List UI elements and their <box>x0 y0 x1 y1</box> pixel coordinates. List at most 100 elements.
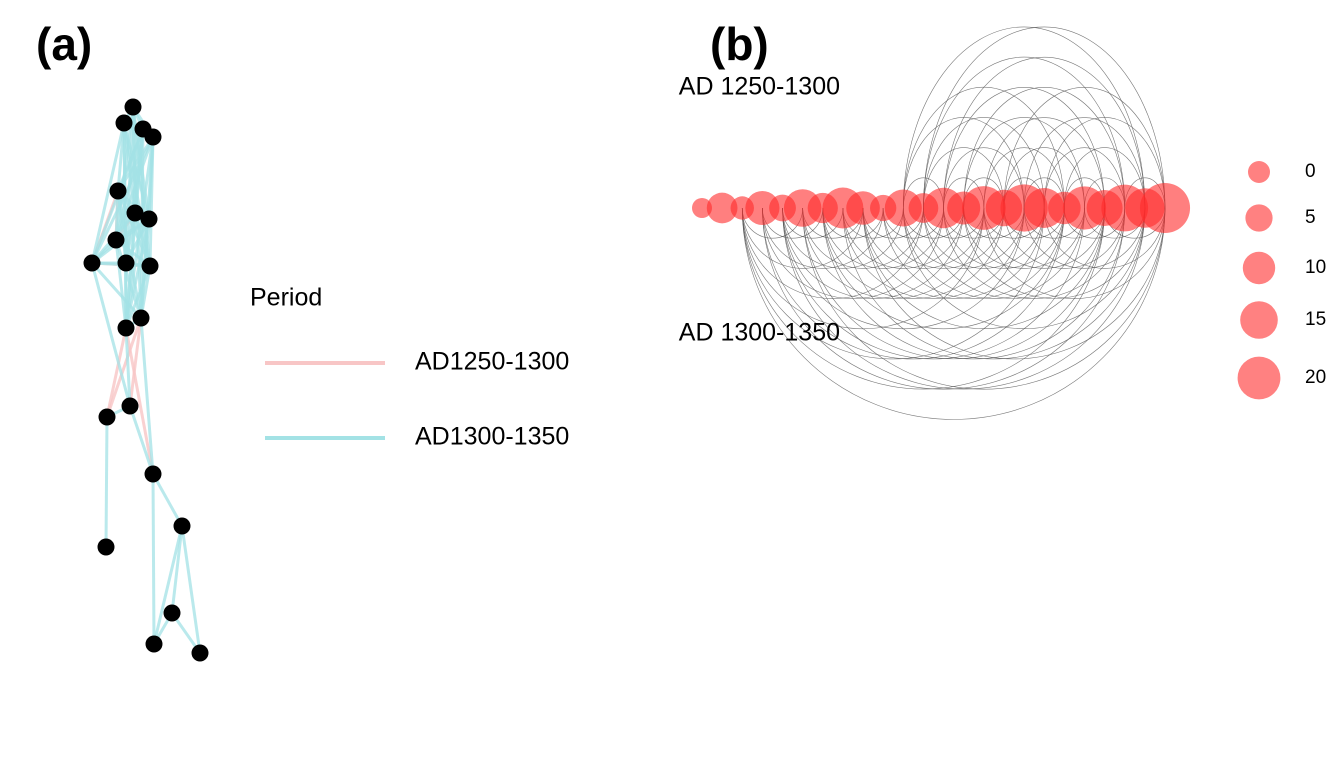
size-label: 20 <box>1305 367 1326 388</box>
arc <box>862 207 1045 299</box>
arc <box>903 207 1146 330</box>
legend-label: AD1300-1350 <box>415 423 569 451</box>
arc <box>862 207 985 269</box>
edge <box>139 317 155 475</box>
size-label: 10 <box>1305 257 1326 278</box>
edge <box>104 416 109 548</box>
arc <box>903 26 1146 209</box>
edge <box>114 239 128 329</box>
size-key <box>1245 204 1273 232</box>
edge <box>152 525 184 645</box>
node <box>115 114 133 132</box>
arc <box>943 207 1126 299</box>
arc <box>923 207 1105 299</box>
arc <box>782 207 1146 390</box>
node <box>706 192 738 224</box>
arc <box>802 207 1166 390</box>
arc <box>842 207 1146 360</box>
edge <box>128 317 143 407</box>
arc <box>983 147 1065 209</box>
node <box>163 604 181 622</box>
arc <box>822 207 1065 330</box>
node <box>121 397 139 415</box>
arc <box>943 147 1025 209</box>
arc <box>782 207 1085 360</box>
node <box>140 210 158 228</box>
node <box>109 182 127 200</box>
arc <box>802 207 1105 360</box>
edge <box>139 265 152 319</box>
node <box>98 408 116 426</box>
node <box>745 190 780 226</box>
row-label: AD 1300-1350 <box>679 319 840 347</box>
size-key <box>1237 356 1281 400</box>
node <box>126 204 144 222</box>
legend-title: Period <box>250 284 322 312</box>
arc <box>762 207 884 269</box>
node <box>846 191 880 225</box>
arc <box>943 56 1146 209</box>
node <box>97 538 115 556</box>
arc <box>923 207 1045 269</box>
row-label: AD 1250-1300 <box>679 73 840 101</box>
arc <box>963 117 1085 209</box>
legend-label: AD1250-1300 <box>415 348 569 376</box>
node <box>692 198 712 218</box>
panel-label: (a) <box>36 18 92 70</box>
size-key <box>1242 251 1276 285</box>
size-label: 0 <box>1305 161 1316 182</box>
node <box>117 319 135 337</box>
arc <box>842 207 964 269</box>
panel-label: (b) <box>710 18 769 70</box>
arc <box>862 207 1166 360</box>
arc <box>822 207 1005 299</box>
edge <box>114 239 143 319</box>
edge <box>124 265 152 329</box>
node <box>144 128 162 146</box>
node <box>144 465 162 483</box>
edge <box>124 327 132 407</box>
arc <box>983 117 1105 209</box>
arc <box>903 207 1025 269</box>
edge <box>151 473 184 527</box>
arc <box>762 207 1065 360</box>
edge <box>105 317 143 418</box>
node <box>173 517 191 535</box>
arc <box>943 86 1105 209</box>
arc <box>762 207 1126 390</box>
node <box>191 644 209 662</box>
arc <box>923 117 1045 209</box>
arc <box>923 147 1005 209</box>
node <box>141 257 159 275</box>
size-label: 15 <box>1305 309 1326 330</box>
arc <box>943 207 1065 269</box>
arc <box>882 207 1065 299</box>
node <box>145 635 163 653</box>
arc <box>903 207 1085 299</box>
arc <box>963 86 1126 209</box>
arc <box>963 207 1146 299</box>
edge <box>151 473 156 645</box>
arc <box>983 207 1166 299</box>
edge <box>133 212 152 267</box>
edge <box>170 525 184 614</box>
arc <box>741 207 1045 360</box>
node <box>132 309 150 327</box>
arc <box>842 207 1025 299</box>
network-a <box>83 98 209 662</box>
edge <box>105 327 128 418</box>
arc <box>963 207 1085 269</box>
size-key <box>1248 161 1270 183</box>
arc <box>983 207 1105 269</box>
node <box>107 231 125 249</box>
arc <box>923 56 1126 209</box>
arc <box>741 207 1105 390</box>
edge <box>124 218 151 329</box>
size-label: 5 <box>1305 207 1316 228</box>
arc <box>802 207 924 269</box>
node <box>124 98 142 116</box>
edge <box>128 405 155 475</box>
node <box>83 254 101 272</box>
edge <box>90 122 126 264</box>
